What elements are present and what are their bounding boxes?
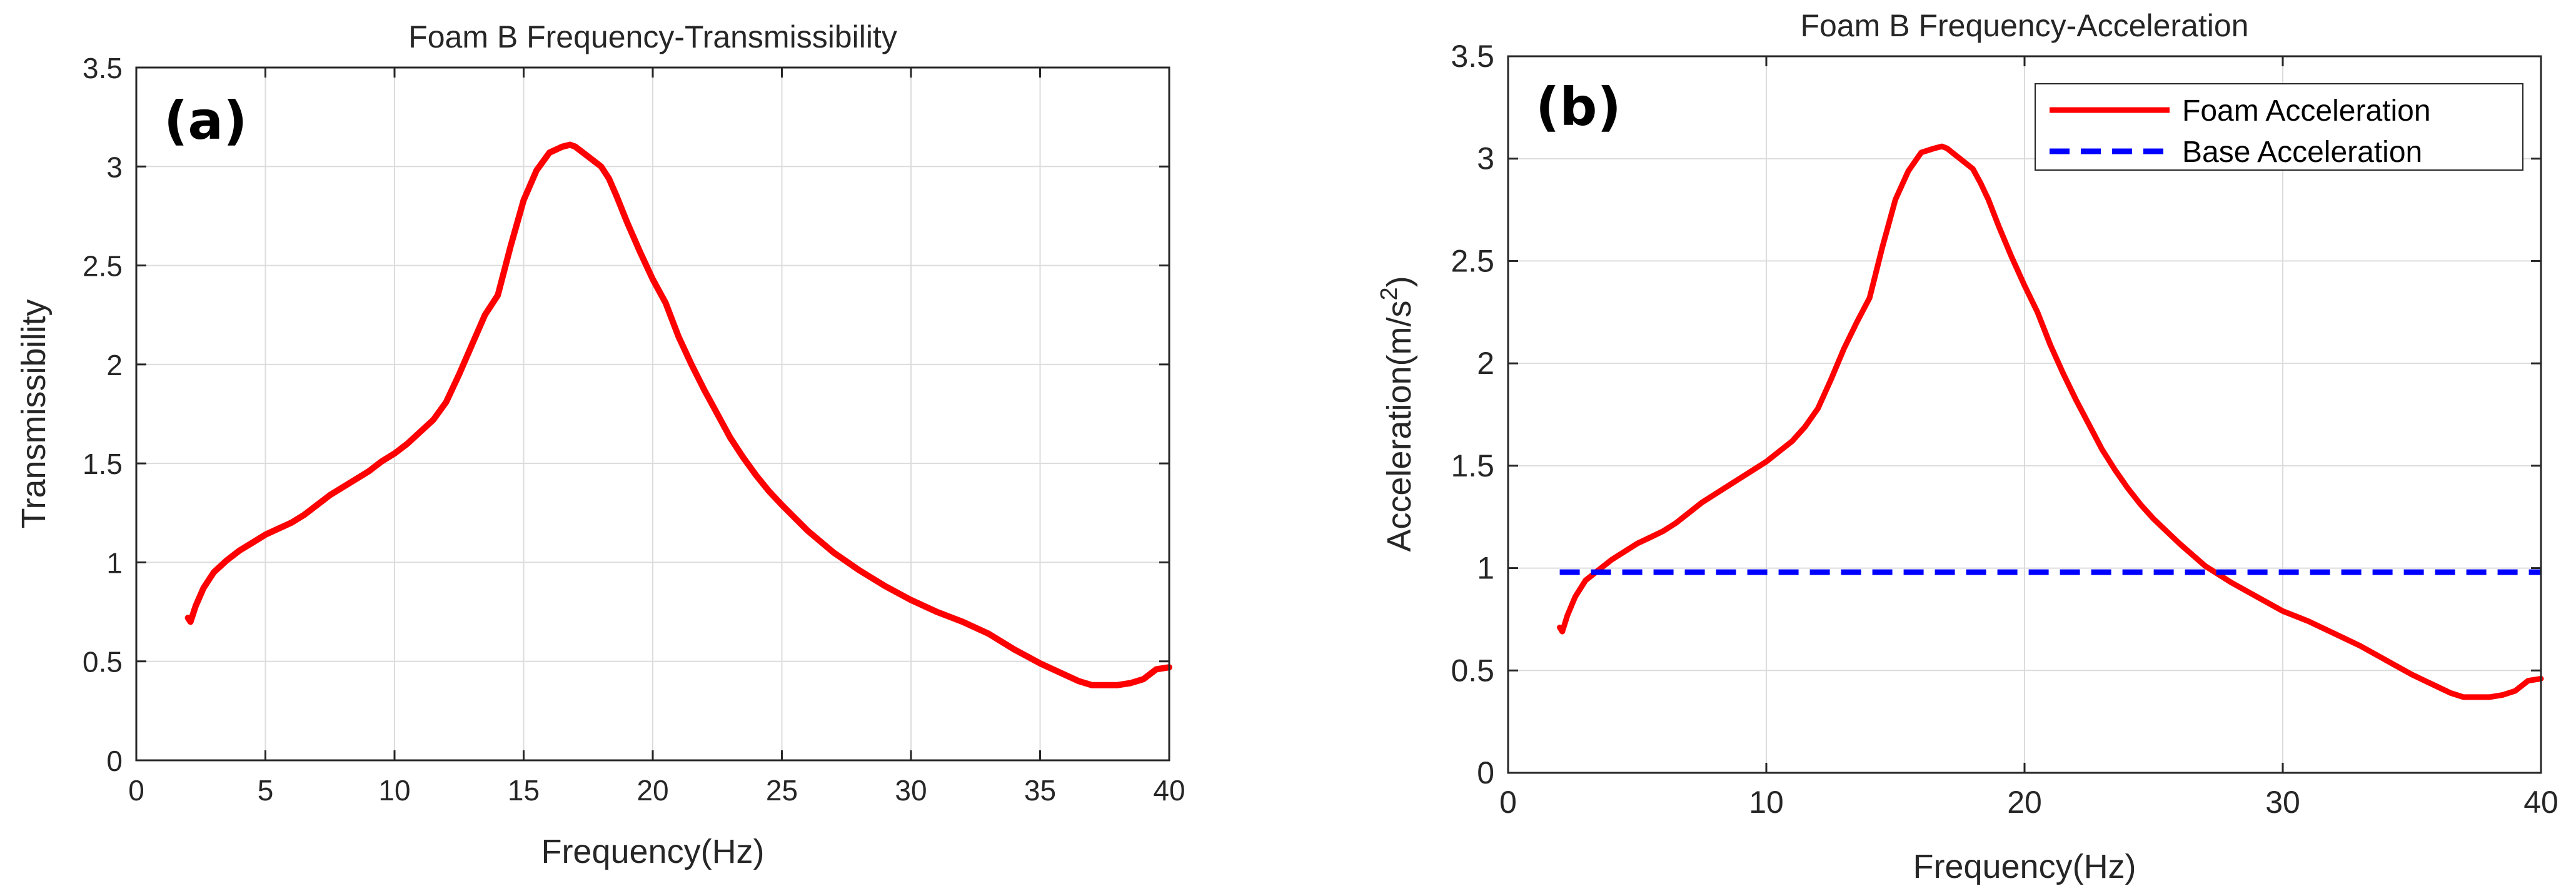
y-tick-label: 3 bbox=[1477, 141, 1494, 176]
y-tick-label: 1.5 bbox=[83, 448, 123, 480]
x-tick-label: 40 bbox=[2523, 785, 2558, 820]
series-layer bbox=[1557, 143, 2544, 700]
x-axis-label: Frequency(Hz) bbox=[1913, 848, 2136, 885]
y-tick-label: 3.5 bbox=[1451, 39, 1494, 74]
x-axis-label: Frequency(Hz) bbox=[541, 833, 764, 870]
legend-label-base-acceleration: Base Acceleration bbox=[2182, 136, 2422, 169]
x-tick-label: 30 bbox=[895, 774, 927, 807]
x-tick-label: 15 bbox=[508, 774, 540, 807]
series-line-transmissibility bbox=[184, 141, 1172, 688]
x-ticks: 0 10 20 30 40 bbox=[1499, 56, 2558, 820]
chart-panel-a: 0 5 10 15 20 25 30 35 40 0 0.5 1 1.5 2 2.5 3 3.5 Foam B… bbox=[15, 19, 1185, 870]
x-tick-label: 20 bbox=[636, 774, 668, 807]
y-axis-label-superscript: 2 bbox=[1376, 287, 1402, 300]
x-tick-label: 0 bbox=[1499, 785, 1517, 820]
y-tick-label: 0.5 bbox=[83, 646, 123, 678]
y-axis-label-suffix: ) bbox=[1381, 276, 1418, 287]
x-tick-label: 20 bbox=[2007, 785, 2042, 820]
x-tick-label: 35 bbox=[1024, 774, 1056, 807]
series-layer bbox=[184, 141, 1172, 688]
x-tick-label: 5 bbox=[258, 774, 274, 807]
y-tick-label: 1 bbox=[1477, 551, 1494, 586]
y-tick-label: 2 bbox=[1477, 346, 1494, 381]
x-tick-label: 30 bbox=[2265, 785, 2300, 820]
axes-frame bbox=[135, 66, 1170, 762]
chart-panel-b: 0 10 20 30 40 0 0.5 1 1.5 2 2.5 3 3.5 Foam B Freque… bbox=[1376, 8, 2558, 885]
x-tick-label: 10 bbox=[1749, 785, 1784, 820]
y-tick-label: 3.5 bbox=[83, 52, 123, 84]
y-tick-label: 1.5 bbox=[1451, 448, 1494, 483]
panel-label: (a) bbox=[164, 90, 247, 151]
legend-label-foam-acceleration: Foam Acceleration bbox=[2182, 94, 2431, 128]
y-axis-label: Transmissibility bbox=[15, 299, 53, 528]
y-tick-label: 3 bbox=[106, 151, 123, 183]
axes-frame bbox=[1507, 55, 2542, 774]
x-tick-label: 0 bbox=[128, 774, 144, 807]
series-line-foam-acceleration bbox=[1557, 143, 2544, 700]
x-tick-label: 10 bbox=[378, 774, 410, 807]
legend-box bbox=[2035, 83, 2523, 171]
x-tick-label: 25 bbox=[766, 774, 798, 807]
y-axis-label-main: Acceleration(m/s bbox=[1381, 300, 1418, 551]
panel-label: (b) bbox=[1536, 76, 1621, 138]
y-axis-label: Acceleration(m/s2) bbox=[1376, 276, 1418, 551]
x-tick-label: 40 bbox=[1153, 774, 1185, 807]
y-tick-label: 2 bbox=[106, 349, 123, 381]
y-ticks: 0 0.5 1 1.5 2 2.5 3 3.5 bbox=[83, 52, 1169, 777]
chart-title: Foam B Frequency-Acceleration bbox=[1801, 8, 2249, 43]
legend: Foam Acceleration Base Acceleration bbox=[2035, 83, 2523, 171]
y-tick-label: 2.5 bbox=[83, 250, 123, 283]
y-tick-label: 2.5 bbox=[1451, 243, 1494, 278]
y-tick-label: 1 bbox=[106, 546, 123, 579]
y-tick-label: 0.5 bbox=[1451, 653, 1494, 688]
chart-title: Foam B Frequency-Transmissibility bbox=[408, 19, 897, 54]
y-tick-label: 0 bbox=[106, 745, 123, 777]
y-ticks: 0 0.5 1 1.5 2 2.5 3 3.5 bbox=[1451, 39, 2541, 790]
y-tick-label: 0 bbox=[1477, 755, 1494, 790]
